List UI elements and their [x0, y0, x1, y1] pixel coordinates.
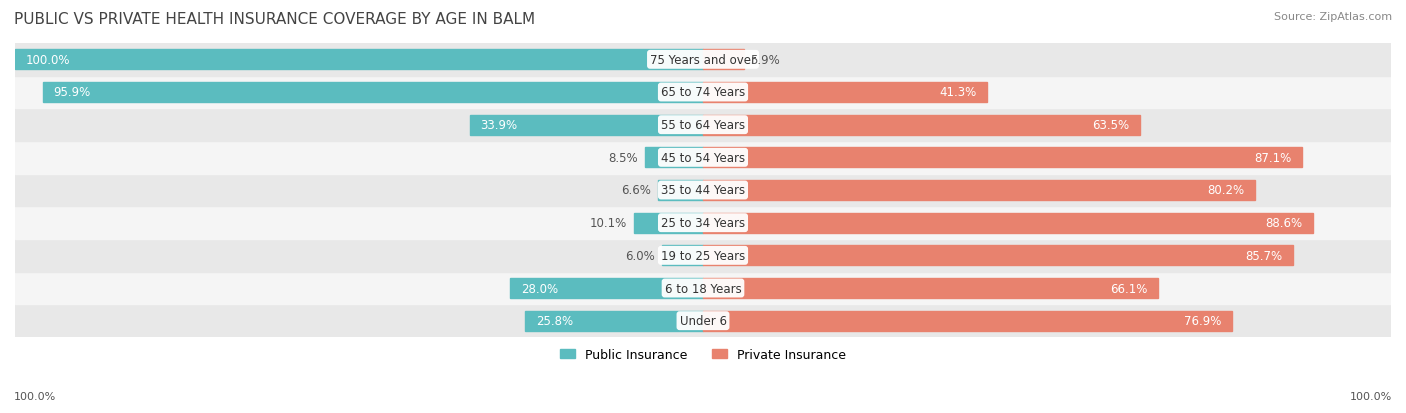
Bar: [510, 278, 703, 299]
Text: 87.1%: 87.1%: [1254, 152, 1292, 164]
Bar: [470, 115, 703, 135]
Text: 63.5%: 63.5%: [1092, 119, 1129, 132]
Text: 5.9%: 5.9%: [751, 54, 780, 66]
Bar: [644, 148, 703, 168]
Bar: [703, 83, 987, 103]
Bar: [526, 311, 703, 331]
Bar: [15, 240, 1391, 272]
Bar: [703, 246, 1292, 266]
Text: 95.9%: 95.9%: [53, 86, 91, 99]
Text: 65 to 74 Years: 65 to 74 Years: [661, 86, 745, 99]
Bar: [15, 174, 1391, 207]
Text: Source: ZipAtlas.com: Source: ZipAtlas.com: [1274, 12, 1392, 22]
Bar: [658, 180, 703, 201]
Bar: [15, 44, 1391, 76]
Text: 66.1%: 66.1%: [1111, 282, 1147, 295]
Bar: [15, 142, 1391, 174]
Text: 28.0%: 28.0%: [520, 282, 558, 295]
Bar: [634, 213, 703, 233]
Text: PUBLIC VS PRIVATE HEALTH INSURANCE COVERAGE BY AGE IN BALM: PUBLIC VS PRIVATE HEALTH INSURANCE COVER…: [14, 12, 536, 27]
Bar: [15, 109, 1391, 142]
Bar: [15, 207, 1391, 240]
Text: Under 6: Under 6: [679, 314, 727, 328]
Bar: [44, 83, 703, 103]
Bar: [15, 305, 1391, 337]
Bar: [703, 180, 1254, 201]
Text: 100.0%: 100.0%: [14, 391, 56, 401]
Text: 19 to 25 Years: 19 to 25 Years: [661, 249, 745, 262]
Text: 80.2%: 80.2%: [1208, 184, 1244, 197]
Text: 76.9%: 76.9%: [1184, 314, 1222, 328]
Bar: [15, 50, 703, 70]
Text: 85.7%: 85.7%: [1246, 249, 1282, 262]
Text: 88.6%: 88.6%: [1265, 217, 1302, 230]
Text: 35 to 44 Years: 35 to 44 Years: [661, 184, 745, 197]
Bar: [703, 213, 1313, 233]
Bar: [15, 76, 1391, 109]
Text: 25 to 34 Years: 25 to 34 Years: [661, 217, 745, 230]
Text: 8.5%: 8.5%: [607, 152, 638, 164]
Text: 55 to 64 Years: 55 to 64 Years: [661, 119, 745, 132]
Text: 6.0%: 6.0%: [626, 249, 655, 262]
Bar: [662, 246, 703, 266]
Text: 45 to 54 Years: 45 to 54 Years: [661, 152, 745, 164]
Text: 100.0%: 100.0%: [25, 54, 70, 66]
Bar: [15, 272, 1391, 305]
Bar: [703, 115, 1140, 135]
Text: 75 Years and over: 75 Years and over: [650, 54, 756, 66]
Bar: [703, 148, 1302, 168]
Text: 25.8%: 25.8%: [536, 314, 572, 328]
Text: 6 to 18 Years: 6 to 18 Years: [665, 282, 741, 295]
Text: 100.0%: 100.0%: [1350, 391, 1392, 401]
Text: 33.9%: 33.9%: [479, 119, 517, 132]
Bar: [703, 50, 744, 70]
Text: 41.3%: 41.3%: [939, 86, 977, 99]
Text: 10.1%: 10.1%: [589, 217, 627, 230]
Bar: [703, 311, 1232, 331]
Bar: [703, 278, 1157, 299]
Legend: Public Insurance, Private Insurance: Public Insurance, Private Insurance: [555, 343, 851, 366]
Text: 6.6%: 6.6%: [621, 184, 651, 197]
